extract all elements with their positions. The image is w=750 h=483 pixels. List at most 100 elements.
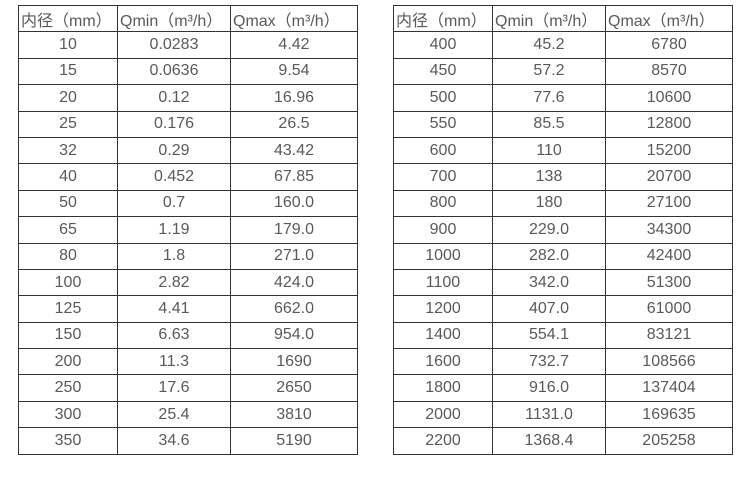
table-cell: 0.0636 bbox=[117, 57, 231, 86]
table-cell: 169635 bbox=[605, 400, 733, 429]
table-row: 900 229.0 34300 bbox=[393, 216, 733, 244]
table-row: 500 77.6 10600 bbox=[393, 84, 733, 112]
table-cell: 12800 bbox=[605, 110, 733, 138]
table-row: 350 34.6 5190 bbox=[18, 427, 358, 455]
table-cell: 108566 bbox=[605, 348, 733, 376]
flow-spec-table-large-diameters: 内径（mm） Qmin（m³/h） Qmax（m³/h） 400 45.2 6780… bbox=[393, 4, 733, 455]
table-cell: 271.0 bbox=[230, 242, 358, 270]
table-cell: 0.176 bbox=[117, 110, 231, 138]
table-cell: 8570 bbox=[605, 57, 733, 86]
table-cell: 42400 bbox=[605, 242, 733, 270]
table-cell: 26.5 bbox=[230, 110, 358, 138]
table-row: 400 45.2 6780 bbox=[393, 31, 733, 59]
table-cell: 6780 bbox=[605, 31, 733, 59]
table-cell: 179.0 bbox=[230, 216, 358, 244]
table-cell: 16.96 bbox=[230, 84, 358, 112]
table-cell: 1200 bbox=[393, 295, 493, 323]
table-cell: 200 bbox=[18, 348, 118, 376]
table-cell: 67.85 bbox=[230, 163, 358, 191]
table-body: 400 45.2 6780 450 57.2 8570 500 77.6 10600 550 85.… bbox=[393, 31, 733, 455]
table-cell: 77.6 bbox=[492, 84, 606, 112]
table-cell: 1800 bbox=[393, 374, 493, 402]
table-cell: 2.82 bbox=[117, 268, 231, 297]
header-qmin: Qmin（m³/h） bbox=[117, 4, 231, 33]
table-cell: 916.0 bbox=[492, 374, 606, 402]
table-cell: 0.12 bbox=[117, 84, 231, 112]
table-row: 50 0.7 160.0 bbox=[18, 189, 358, 218]
table-row: 1000 282.0 42400 bbox=[393, 242, 733, 270]
table-cell: 5190 bbox=[230, 427, 358, 455]
table-row: 700 138 20700 bbox=[393, 163, 733, 191]
table-cell: 205258 bbox=[605, 427, 733, 455]
table-cell: 138 bbox=[492, 163, 606, 191]
table-cell: 0.452 bbox=[117, 163, 231, 191]
table-cell: 0.7 bbox=[117, 189, 231, 218]
table-cell: 34300 bbox=[605, 216, 733, 244]
table-cell: 11.3 bbox=[117, 348, 231, 376]
header-qmin: Qmin（m³/h） bbox=[492, 4, 606, 33]
table-row: 80 1.8 271.0 bbox=[18, 242, 358, 270]
table-cell: 1400 bbox=[393, 321, 493, 350]
table-cell: 250 bbox=[18, 374, 118, 402]
table-cell: 342.0 bbox=[492, 268, 606, 297]
table-cell: 125 bbox=[18, 295, 118, 323]
table-row: 200 11.3 1690 bbox=[18, 348, 358, 376]
table-cell: 1600 bbox=[393, 348, 493, 376]
header-qmax: Qmax（m³/h） bbox=[230, 4, 358, 33]
table-row: 20 0.12 16.96 bbox=[18, 84, 358, 112]
table-row: 25 0.176 26.5 bbox=[18, 110, 358, 138]
table-row: 40 0.452 67.85 bbox=[18, 163, 358, 191]
table-row: 125 4.41 662.0 bbox=[18, 295, 358, 323]
table-cell: 1131.0 bbox=[492, 400, 606, 429]
table-cell: 700 bbox=[393, 163, 493, 191]
table-row: 1400 554.1 83121 bbox=[393, 321, 733, 350]
table-row: 800 180 27100 bbox=[393, 189, 733, 218]
table-cell: 554.1 bbox=[492, 321, 606, 350]
table-body: 10 0.0283 4.42 15 0.0636 9.54 20 0.12 16.96 25 0.1… bbox=[18, 31, 358, 455]
table-cell: 15200 bbox=[605, 136, 733, 165]
table-row: 65 1.19 179.0 bbox=[18, 216, 358, 244]
table-cell: 180 bbox=[492, 189, 606, 218]
table-cell: 900 bbox=[393, 216, 493, 244]
table-cell: 110 bbox=[492, 136, 606, 165]
table-row: 2200 1368.4 205258 bbox=[393, 427, 733, 455]
table-cell: 43.42 bbox=[230, 136, 358, 165]
table-row: 1600 732.7 108566 bbox=[393, 348, 733, 376]
table-cell: 3810 bbox=[230, 400, 358, 429]
table-cell: 0.29 bbox=[117, 136, 231, 165]
table-cell: 85.5 bbox=[492, 110, 606, 138]
table-cell: 10600 bbox=[605, 84, 733, 112]
table-cell: 500 bbox=[393, 84, 493, 112]
table-cell: 27100 bbox=[605, 189, 733, 218]
table-cell: 550 bbox=[393, 110, 493, 138]
table-row: 600 110 15200 bbox=[393, 136, 733, 165]
table-cell: 300 bbox=[18, 400, 118, 429]
table-row: 10 0.0283 4.42 bbox=[18, 31, 358, 59]
header-row: 内径（mm） Qmin（m³/h） Qmax（m³/h） bbox=[18, 4, 358, 33]
table-cell: 0.0283 bbox=[117, 31, 231, 59]
table-cell: 350 bbox=[18, 427, 118, 455]
table-cell: 954.0 bbox=[230, 321, 358, 350]
table-row: 100 2.82 424.0 bbox=[18, 268, 358, 297]
header-inner-diameter: 内径（mm） bbox=[393, 4, 493, 33]
table-cell: 17.6 bbox=[117, 374, 231, 402]
table-row: 15 0.0636 9.54 bbox=[18, 57, 358, 86]
table-cell: 2650 bbox=[230, 374, 358, 402]
table-cell: 400 bbox=[393, 31, 493, 59]
table-cell: 662.0 bbox=[230, 295, 358, 323]
flow-spec-table-small-diameters: 内径（mm） Qmin（m³/h） Qmax（m³/h） 10 0.0283 4.4… bbox=[18, 4, 358, 455]
table-cell: 32 bbox=[18, 136, 118, 165]
table-row: 1800 916.0 137404 bbox=[393, 374, 733, 402]
table-row: 1100 342.0 51300 bbox=[393, 268, 733, 297]
table-cell: 2000 bbox=[393, 400, 493, 429]
table-cell: 51300 bbox=[605, 268, 733, 297]
table-cell: 1.8 bbox=[117, 242, 231, 270]
header-qmax: Qmax（m³/h） bbox=[605, 4, 733, 33]
table-cell: 40 bbox=[18, 163, 118, 191]
table-cell: 160.0 bbox=[230, 189, 358, 218]
table-cell: 6.63 bbox=[117, 321, 231, 350]
table-cell: 800 bbox=[393, 189, 493, 218]
table-cell: 4.42 bbox=[230, 31, 358, 59]
table-cell: 450 bbox=[393, 57, 493, 86]
table-cell: 65 bbox=[18, 216, 118, 244]
